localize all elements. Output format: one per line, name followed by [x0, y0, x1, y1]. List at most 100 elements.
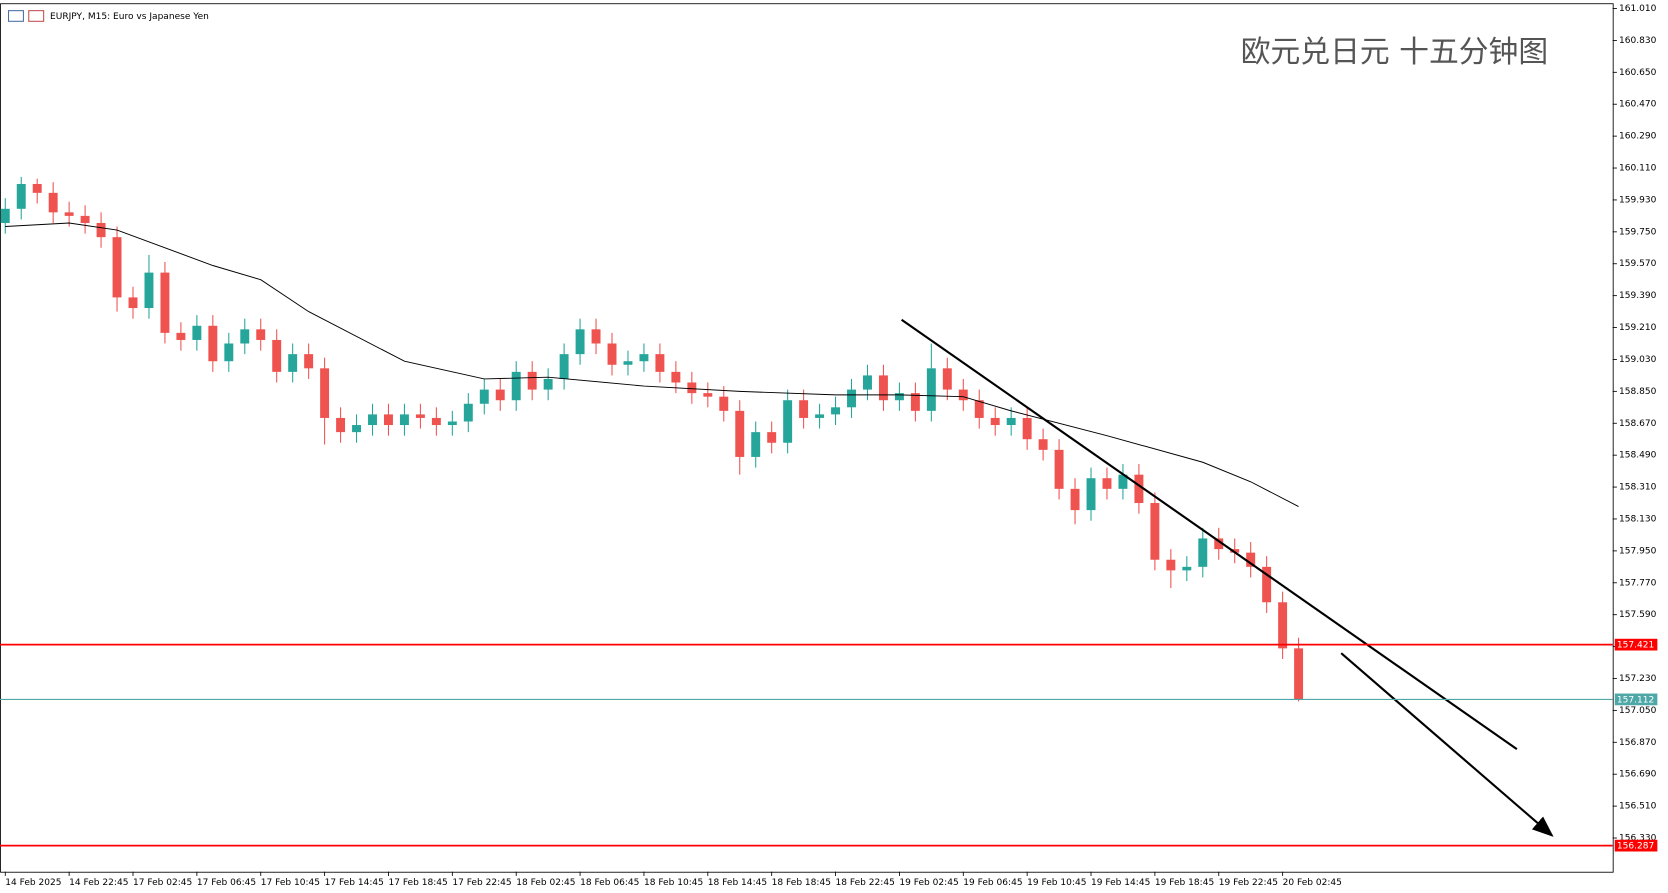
candle-body — [112, 237, 122, 298]
x-tick-label: 17 Feb 14:45 — [325, 878, 384, 888]
y-tick-label: 160.110 — [1619, 164, 1657, 174]
candle-body — [1230, 549, 1240, 553]
candle-body — [990, 417, 1000, 426]
y-tick-label: 160.650 — [1619, 68, 1657, 78]
candle-body — [607, 343, 617, 365]
candle-body — [591, 329, 601, 344]
candle-body — [767, 432, 777, 443]
y-tick-label: 157.590 — [1619, 610, 1657, 620]
candle-body — [1278, 602, 1288, 649]
moving-average — [5, 222, 1299, 507]
candle-body — [144, 272, 154, 309]
icon — [28, 10, 45, 22]
candle-body — [799, 400, 809, 418]
candle-body — [431, 417, 441, 426]
candle-body — [783, 400, 793, 443]
candle-body — [687, 382, 697, 394]
x-tick-label: 19 Feb 22:45 — [1219, 878, 1278, 888]
candle-body — [1118, 474, 1128, 489]
y-tick-label: 158.130 — [1619, 514, 1657, 524]
y-tick-label: 156.510 — [1619, 802, 1657, 812]
candle-body — [128, 297, 138, 309]
candle-body — [559, 354, 569, 379]
y-tick-label: 158.310 — [1619, 483, 1657, 493]
candle-body — [0, 208, 10, 223]
candle-body — [1262, 566, 1272, 603]
candle-body — [192, 325, 202, 340]
candle-body — [1294, 648, 1304, 700]
candle-body — [639, 354, 649, 362]
candle-body — [831, 407, 841, 415]
x-tick-label: 19 Feb 18:45 — [1155, 878, 1214, 888]
candle-body — [160, 272, 170, 333]
candle-body — [399, 414, 409, 426]
candle-body — [415, 414, 425, 418]
x-tick-label: 18 Feb 18:45 — [772, 878, 831, 888]
candle-body — [352, 425, 362, 433]
symbol-header: EURJPY, M15: Euro vs Japanese Yen — [50, 12, 209, 22]
candle-body — [1006, 417, 1016, 426]
x-tick-label: 18 Feb 02:45 — [516, 878, 575, 888]
candle-body — [910, 393, 920, 411]
trend-arrow — [1340, 652, 1554, 837]
candle-body — [1246, 552, 1256, 567]
y-tick-label: 157.230 — [1619, 674, 1657, 684]
candle-body — [719, 396, 729, 411]
y-tick-label: 158.850 — [1619, 387, 1657, 397]
price-label-bg — [1614, 839, 1658, 852]
candle-body — [703, 393, 713, 397]
candle-body — [224, 343, 234, 362]
candle-body — [878, 375, 888, 401]
candle-body — [208, 325, 218, 362]
x-tick-label: 14 Feb 2025 — [5, 878, 61, 888]
candle-body — [240, 329, 250, 344]
y-tick-label: 159.030 — [1619, 355, 1657, 365]
candle-body — [479, 389, 489, 404]
x-tick-label: 18 Feb 22:45 — [836, 878, 895, 888]
candle-body — [527, 371, 537, 390]
x-tick-label: 14 Feb 22:45 — [69, 878, 128, 888]
plot-frame — [0, 3, 1614, 873]
x-tick-label: 19 Feb 14:45 — [1091, 878, 1150, 888]
y-tick-label: 159.750 — [1619, 227, 1657, 237]
candle-body — [894, 393, 904, 401]
candle-body — [815, 414, 825, 418]
x-tick-label: 17 Feb 02:45 — [133, 878, 192, 888]
candle-body — [1086, 478, 1096, 511]
x-tick-label: 17 Feb 10:45 — [261, 878, 320, 888]
x-tick-label: 19 Feb 10:45 — [1027, 878, 1086, 888]
candle-body — [623, 361, 633, 365]
candle-body — [1150, 503, 1160, 560]
candle-body — [272, 339, 282, 372]
y-tick-label: 159.390 — [1619, 291, 1657, 301]
candle-body — [671, 371, 681, 383]
y-tick-label: 160.470 — [1619, 100, 1657, 110]
x-tick-label: 17 Feb 18:45 — [388, 878, 447, 888]
x-tick-label: 19 Feb 06:45 — [963, 878, 1022, 888]
y-tick-label: 158.490 — [1619, 451, 1657, 461]
candle-body — [1054, 449, 1064, 489]
price-label: 157.112 — [1617, 695, 1654, 705]
candle-body — [1198, 538, 1208, 567]
candle-body — [32, 183, 42, 193]
y-tick-label: 156.330 — [1619, 834, 1657, 844]
x-tick-label: 18 Feb 10:45 — [644, 878, 703, 888]
candle-body — [1134, 474, 1144, 504]
x-tick-label: 17 Feb 06:45 — [197, 878, 256, 888]
y-tick-label: 157.050 — [1619, 706, 1657, 716]
price-label-bg — [1614, 638, 1658, 651]
y-tick-label: 157.950 — [1619, 546, 1657, 556]
y-tick-label: 157.770 — [1619, 578, 1657, 588]
candle-body — [368, 414, 377, 426]
y-tick-label: 159.930 — [1619, 195, 1657, 205]
candle-body — [655, 354, 665, 372]
candle-body — [926, 368, 936, 411]
y-tick-label: 156.690 — [1619, 770, 1657, 780]
price-label-bg — [1614, 693, 1658, 706]
candle-body — [304, 354, 314, 369]
candle-body — [1070, 488, 1080, 511]
y-tick-label: 159.210 — [1619, 323, 1657, 333]
candle-body — [1022, 417, 1032, 440]
